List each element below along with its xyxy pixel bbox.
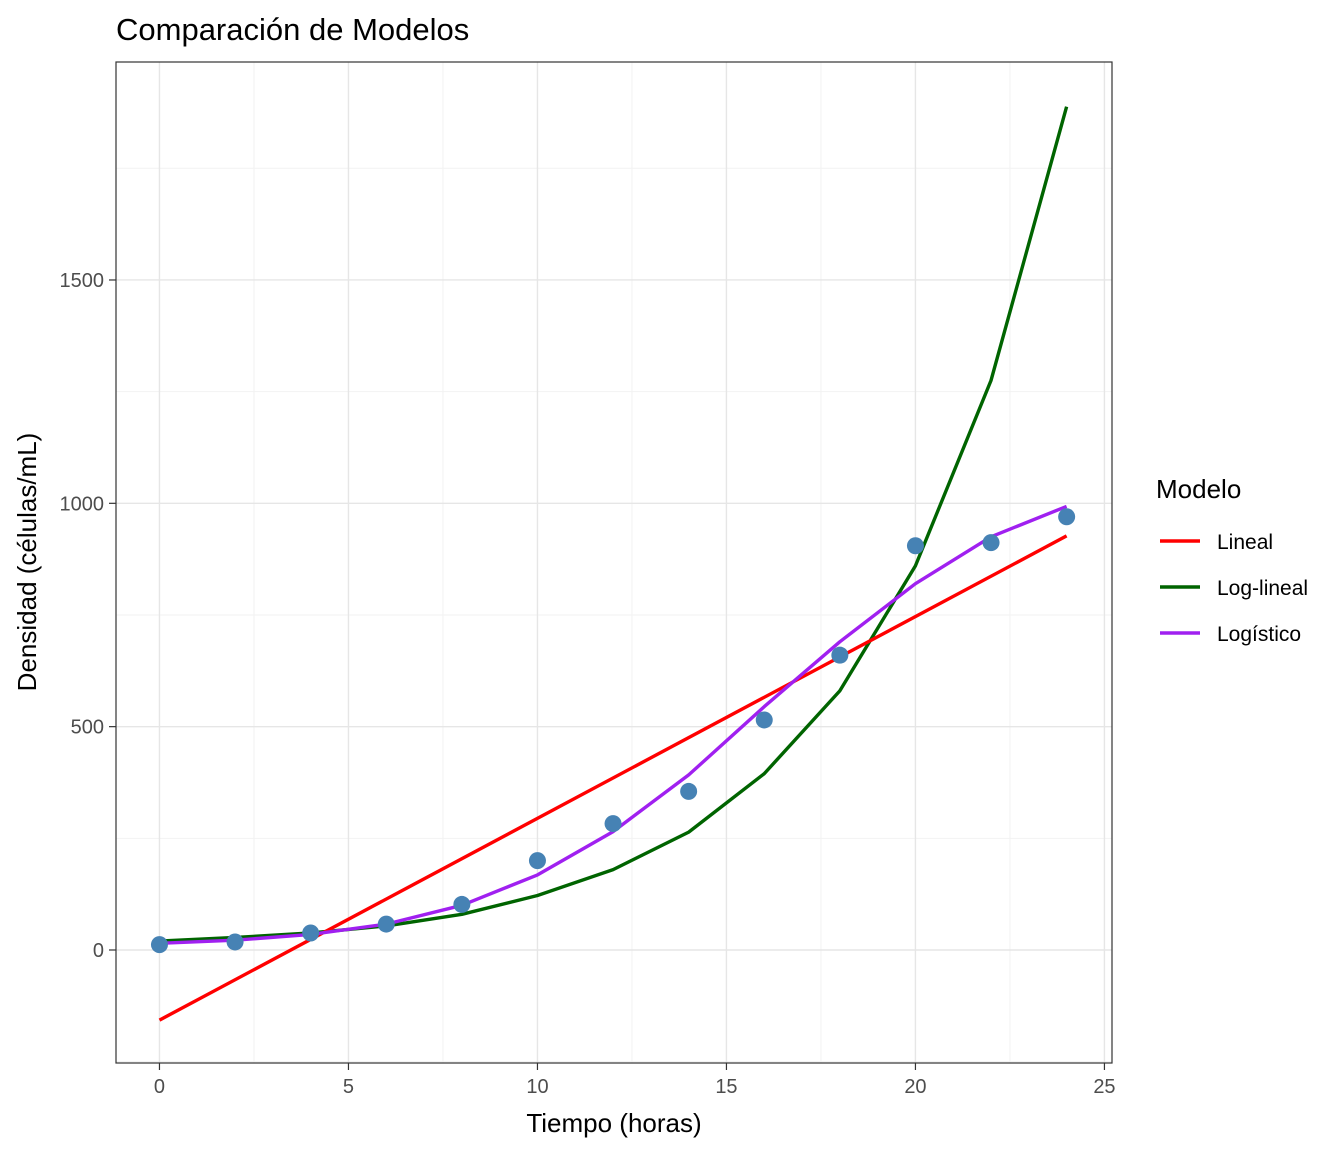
data-point xyxy=(1058,508,1076,526)
y-tick-label: 500 xyxy=(71,717,104,739)
series-line-lineal xyxy=(158,534,1068,1022)
panel-border xyxy=(115,61,1113,1064)
data-point xyxy=(302,924,320,942)
legend-label: Logístico xyxy=(1217,623,1301,646)
data-point xyxy=(982,534,1000,552)
data-point xyxy=(680,782,698,800)
x-tick-label: 5 xyxy=(343,1076,354,1098)
y-axis-title: Densidad (células/mL) xyxy=(12,433,42,692)
y-axis: 0 500 1000 1500 xyxy=(60,270,116,962)
y-tick-label: 0 xyxy=(93,940,104,962)
x-tick-label: 10 xyxy=(526,1076,548,1098)
data-point xyxy=(528,852,546,870)
y-tick-label: 1000 xyxy=(60,493,105,515)
x-tick-label: 20 xyxy=(904,1076,926,1098)
series-line-log-stico xyxy=(159,504,1068,945)
x-tick-label: 25 xyxy=(1093,1076,1115,1098)
x-axis: 0 5 10 15 20 25 xyxy=(154,1063,1116,1098)
x-axis-title: Tiempo (horas) xyxy=(526,1108,701,1138)
grid xyxy=(116,62,1112,1063)
legend-title: Modelo xyxy=(1156,474,1241,504)
data-point xyxy=(226,933,244,951)
points-layer xyxy=(150,508,1076,954)
data-point xyxy=(755,711,773,729)
x-tick-label: 0 xyxy=(154,1076,165,1098)
legend-label: Lineal xyxy=(1217,531,1273,554)
chart-title: Comparación de Modelos xyxy=(116,12,469,47)
data-point xyxy=(453,895,471,913)
legend: Modelo Lineal Log-lineal Logístico xyxy=(1156,474,1308,646)
legend-label: Log-lineal xyxy=(1217,577,1308,600)
data-point xyxy=(604,815,622,833)
data-point xyxy=(831,646,849,664)
data-point xyxy=(906,537,924,555)
y-tick-label: 1500 xyxy=(60,270,105,292)
data-point xyxy=(150,936,168,954)
data-point xyxy=(377,915,395,933)
series-layer xyxy=(158,106,1069,1022)
x-tick-label: 15 xyxy=(715,1076,737,1098)
